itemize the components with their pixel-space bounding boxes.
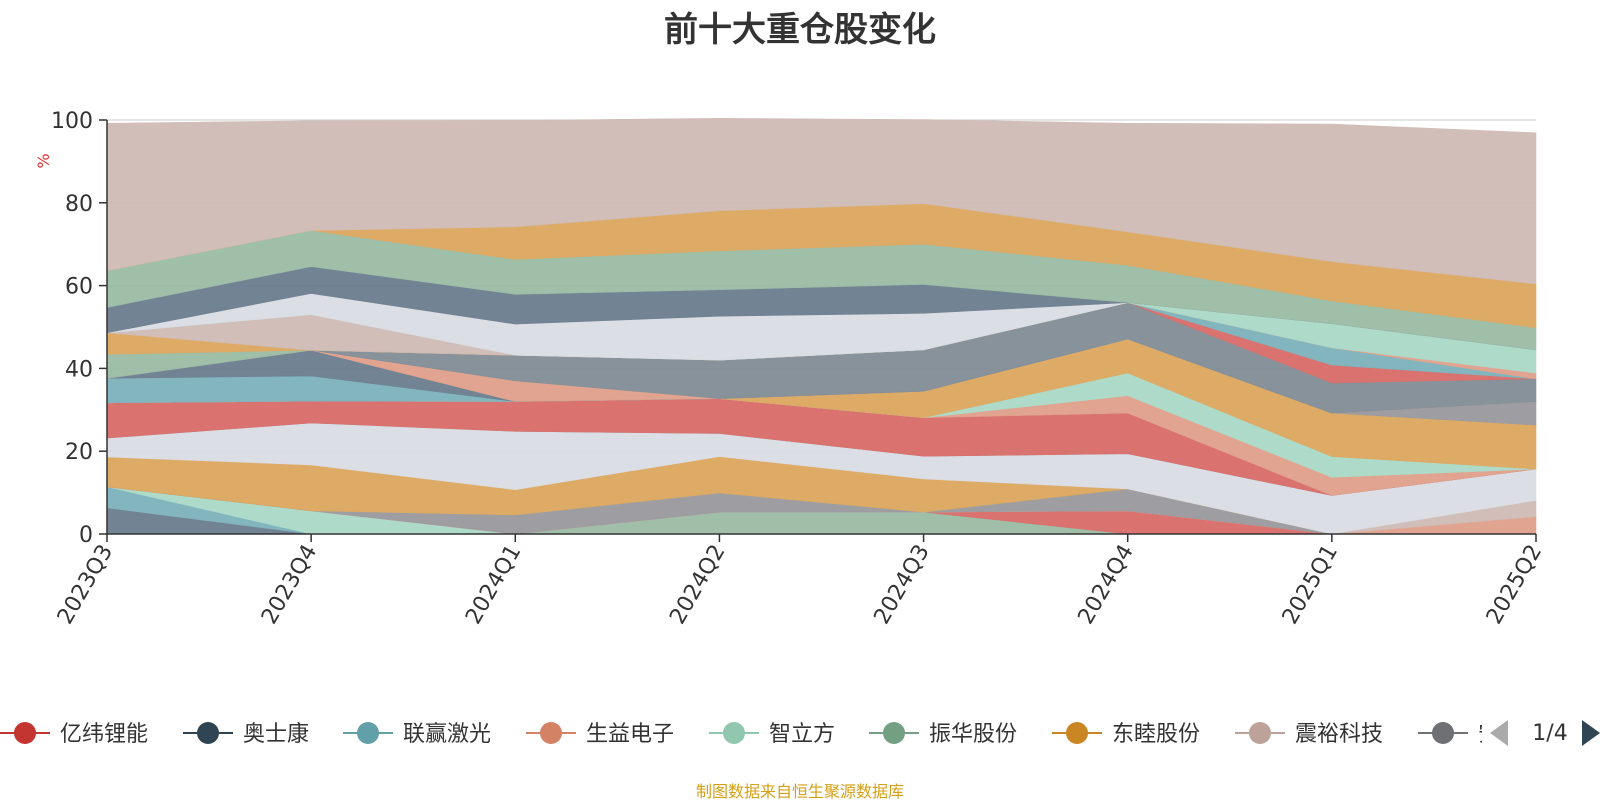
legend-marker-icon — [1066, 722, 1088, 744]
legend-item[interactable]: 联赢激光 — [343, 722, 491, 747]
y-tick-label: 60 — [65, 275, 93, 300]
legend-item[interactable]: 亿纬锂能 — [0, 722, 148, 747]
legend-label: 生益电子 — [586, 722, 674, 747]
x-tick-label: 2024Q4 — [1074, 541, 1139, 629]
y-axis-label: % — [34, 153, 53, 168]
legend-item[interactable]: 安培龙 — [1418, 722, 1544, 747]
source-note: 制图数据来自恒生聚源数据库 — [695, 782, 904, 801]
legend-item[interactable]: 生益电子 — [526, 722, 674, 747]
x-tick-label: 2024Q1 — [461, 541, 526, 629]
legend-item[interactable]: 震裕科技 — [1235, 722, 1383, 747]
legend-label: 联赢激光 — [403, 722, 491, 747]
legend-marker-icon — [883, 722, 905, 744]
legend-item[interactable]: 振华股份 — [869, 722, 1017, 747]
legend-marker-icon — [540, 722, 562, 744]
series-area[interactable] — [106, 117, 1537, 285]
legend-pager: 1/4 — [1490, 720, 1600, 746]
y-tick-label: 0 — [79, 523, 93, 548]
legend-label: 东睦股份 — [1112, 722, 1200, 747]
y-tick-label: 100 — [51, 109, 93, 134]
x-tick-label: 2025Q1 — [1278, 541, 1343, 629]
legend-next-arrow-icon[interactable] — [1582, 720, 1600, 746]
legend-label: 亿纬锂能 — [60, 722, 148, 747]
legend-item[interactable]: 智立方 — [709, 722, 835, 747]
legend-marker-icon — [1432, 722, 1454, 744]
legend-label: 振华股份 — [929, 722, 1017, 747]
x-tick-label: 2023Q4 — [257, 541, 322, 629]
legend-label: 震裕科技 — [1295, 722, 1383, 747]
x-tick-label: 2024Q3 — [869, 541, 934, 629]
legend-prev-arrow-icon[interactable] — [1490, 720, 1508, 746]
legend-marker-icon — [723, 722, 745, 744]
y-tick-label: 80 — [65, 192, 93, 217]
legend-marker-icon — [357, 722, 379, 744]
legend-item[interactable]: 奥士康 — [183, 722, 309, 747]
legend-label: 安培龙 — [1478, 722, 1544, 747]
y-tick-label: 40 — [65, 357, 93, 382]
y-tick-label: 20 — [65, 440, 93, 465]
legend-marker-icon — [197, 722, 219, 744]
x-tick-label: 2025Q2 — [1482, 541, 1547, 629]
x-tick-label: 2023Q3 — [53, 541, 118, 629]
legend-label: 奥士康 — [243, 722, 309, 747]
legend-label: 智立方 — [769, 722, 835, 747]
x-tick-label: 2024Q2 — [665, 541, 730, 629]
legend-page-indicator: 1/4 — [1532, 721, 1567, 746]
area-layer — [106, 117, 1537, 535]
legend-item[interactable]: 东睦股份 — [1052, 722, 1200, 747]
legend-marker-icon — [1249, 722, 1271, 744]
legend: 亿纬锂能 奥士康 联赢激光 生益电子 智立方 振华股份 东睦股份 震裕科技 安培龙 — [0, 722, 1544, 747]
legend-marker-icon — [14, 722, 36, 744]
chart-title: 前十大重仓股变化 — [664, 10, 936, 50]
